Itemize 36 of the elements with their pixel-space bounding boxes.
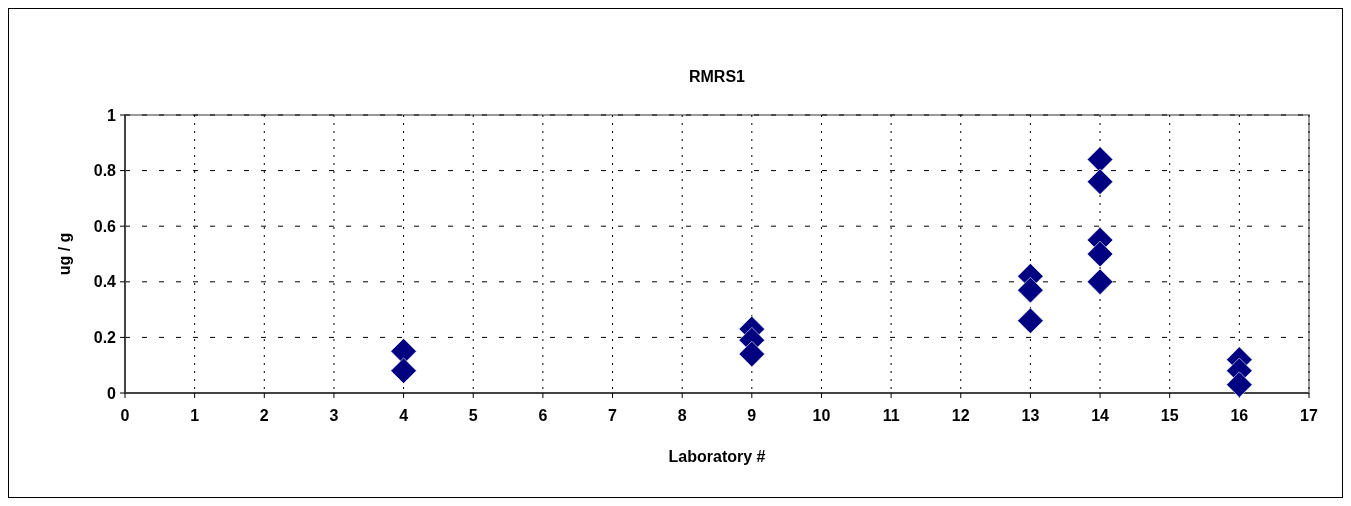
- x-tick-label: 1: [190, 407, 200, 424]
- y-tick-label: 0.4: [93, 273, 117, 291]
- x-tick-label: 10: [812, 407, 831, 424]
- x-tick-label: 13: [1021, 407, 1040, 424]
- x-tick-label: 0: [120, 407, 130, 424]
- x-tick-label: 9: [747, 407, 757, 424]
- x-tick-label: 4: [399, 407, 409, 424]
- x-axis-title: Laboratory #: [668, 448, 766, 465]
- point: [1017, 307, 1044, 334]
- x-tick-label: 17: [1300, 407, 1318, 424]
- x-tick-label: 8: [677, 407, 687, 424]
- x-tick-label: 6: [538, 407, 548, 424]
- x-tick-label: 16: [1230, 407, 1249, 424]
- point: [738, 340, 765, 368]
- point: [1017, 277, 1044, 304]
- x-tick-label: 5: [468, 407, 478, 424]
- point: [1086, 146, 1114, 173]
- point: [1086, 240, 1114, 268]
- x-tick-label: 12: [951, 407, 970, 424]
- x-tick-label: 7: [608, 407, 618, 424]
- x-tick-label: 11: [882, 407, 900, 424]
- y-tick-label: 0: [107, 384, 117, 402]
- point: [1086, 168, 1114, 195]
- y-tick-label: 0.2: [93, 329, 117, 346]
- x-tick-label: 14: [1091, 407, 1110, 424]
- y-tick-label: 1: [107, 106, 117, 124]
- y-axis-title: ug / g: [56, 232, 73, 276]
- point: [1226, 371, 1253, 398]
- point: [1086, 268, 1114, 295]
- x-tick-label: 15: [1160, 407, 1179, 424]
- chart-title: RMRS1: [688, 68, 746, 85]
- x-tick-label: 2: [259, 407, 269, 424]
- y-tick-label: 0.6: [93, 217, 117, 235]
- point: [390, 357, 417, 384]
- y-tick-label: 0.8: [93, 162, 117, 180]
- x-tick-label: 3: [329, 407, 339, 424]
